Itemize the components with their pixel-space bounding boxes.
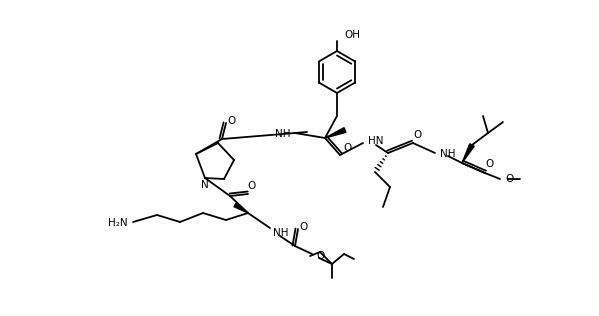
Text: O: O bbox=[486, 159, 494, 169]
Polygon shape bbox=[462, 144, 474, 163]
Text: H₂N: H₂N bbox=[108, 218, 128, 228]
Text: NH: NH bbox=[440, 149, 455, 159]
Text: O: O bbox=[228, 116, 236, 126]
Text: OH: OH bbox=[344, 30, 360, 40]
Text: O: O bbox=[414, 130, 422, 140]
Text: HN: HN bbox=[368, 136, 383, 146]
Text: O: O bbox=[344, 143, 352, 153]
Text: NH: NH bbox=[276, 129, 291, 139]
Text: O: O bbox=[505, 174, 513, 184]
Polygon shape bbox=[325, 128, 346, 138]
Text: O: O bbox=[316, 251, 324, 261]
Text: N: N bbox=[201, 180, 209, 190]
Text: O: O bbox=[299, 222, 307, 232]
Text: O: O bbox=[248, 181, 256, 191]
Text: NH: NH bbox=[273, 228, 289, 238]
Polygon shape bbox=[234, 203, 248, 213]
